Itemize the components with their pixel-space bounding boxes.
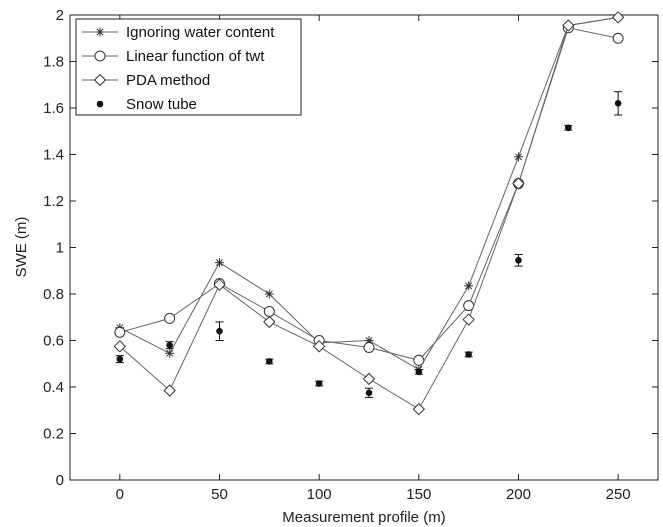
- circle-marker: [612, 32, 624, 44]
- dot-marker: [216, 327, 223, 335]
- x-tick-label: 150: [406, 486, 431, 503]
- diamond-marker: [512, 177, 525, 190]
- diamond-marker: [412, 402, 426, 416]
- diamond-marker: [562, 19, 575, 32]
- dot-marker: [365, 389, 373, 397]
- y-tick-label: 0.8: [43, 286, 64, 303]
- series-dot: [115, 91, 623, 398]
- asterisk-marker: [513, 152, 523, 162]
- circle-marker: [164, 312, 176, 324]
- asterisk-marker: [264, 289, 274, 299]
- asterisk-marker: [165, 348, 175, 358]
- dot-marker: [96, 100, 104, 108]
- y-tick-label: 0: [56, 472, 64, 489]
- legend-entry: Snow tube: [96, 96, 197, 113]
- legend-box: [75, 18, 302, 116]
- diamond-marker: [462, 313, 475, 326]
- diamond-marker: [263, 315, 276, 329]
- circle-marker: [94, 50, 106, 62]
- dot-marker: [266, 358, 273, 365]
- x-tick-label: 100: [307, 486, 332, 503]
- y-tick-label: 1: [56, 240, 64, 257]
- x-axis-label: Measurement profile (m): [282, 509, 445, 526]
- x-tick-label: 250: [606, 486, 631, 503]
- legend: Ignoring water content Linear function of…: [75, 18, 302, 116]
- y-tick-label: 0.2: [43, 426, 64, 443]
- diamond-marker: [312, 340, 326, 353]
- circle-marker: [413, 354, 425, 366]
- series-diamond: [113, 11, 625, 416]
- asterisk-marker: [464, 281, 474, 291]
- x-tick-label: 50: [211, 486, 228, 503]
- y-tick-label: 0.6: [43, 333, 64, 350]
- dot-marker: [614, 100, 622, 107]
- dot-marker: [116, 355, 124, 363]
- y-axis-ticks: 0 0.2 0.4 0.6 0.8 1 1.2 1.4 1.6 1.8 2: [43, 7, 658, 489]
- dot-marker: [465, 351, 472, 358]
- y-tick-label: 1.2: [43, 193, 64, 210]
- diamond-marker: [93, 73, 107, 87]
- circle-marker: [363, 341, 375, 353]
- legend-label: Ignoring water content: [126, 24, 275, 41]
- x-axis-ticks: 0 50 100 150 200 250: [116, 15, 631, 503]
- series-layer: [113, 11, 625, 416]
- legend-entry: PDA method: [82, 72, 210, 89]
- diamond-marker: [611, 11, 625, 24]
- legend-entry: Linear function of twt: [82, 48, 265, 65]
- y-axis-label: SWE (m): [13, 217, 30, 278]
- diamond-marker: [113, 340, 127, 353]
- y-tick-label: 1.4: [43, 147, 64, 164]
- y-tick-label: 0.4: [43, 379, 64, 396]
- dot-marker: [415, 368, 423, 376]
- legend-label: PDA method: [126, 72, 210, 89]
- x-tick-label: 0: [116, 486, 124, 503]
- y-tick-label: 2: [56, 7, 64, 24]
- legend-label: Snow tube: [126, 96, 197, 113]
- diamond-marker: [163, 384, 176, 397]
- x-tick-label: 200: [506, 486, 531, 503]
- circle-marker: [114, 326, 126, 338]
- dot-marker: [565, 124, 572, 132]
- y-tick-label: 1.8: [43, 54, 64, 71]
- circle-marker: [263, 305, 275, 317]
- dot-marker: [166, 341, 173, 349]
- diamond-marker: [362, 372, 376, 386]
- legend-label: Linear function of twt: [126, 48, 265, 65]
- asterisk-marker: [214, 258, 224, 268]
- dot-marker: [315, 380, 323, 387]
- dot-marker: [515, 256, 522, 264]
- legend-entry: Ignoring water content: [82, 24, 275, 41]
- diamond-marker: [213, 278, 226, 291]
- asterisk-marker: [95, 27, 105, 37]
- y-tick-label: 1.6: [43, 100, 64, 117]
